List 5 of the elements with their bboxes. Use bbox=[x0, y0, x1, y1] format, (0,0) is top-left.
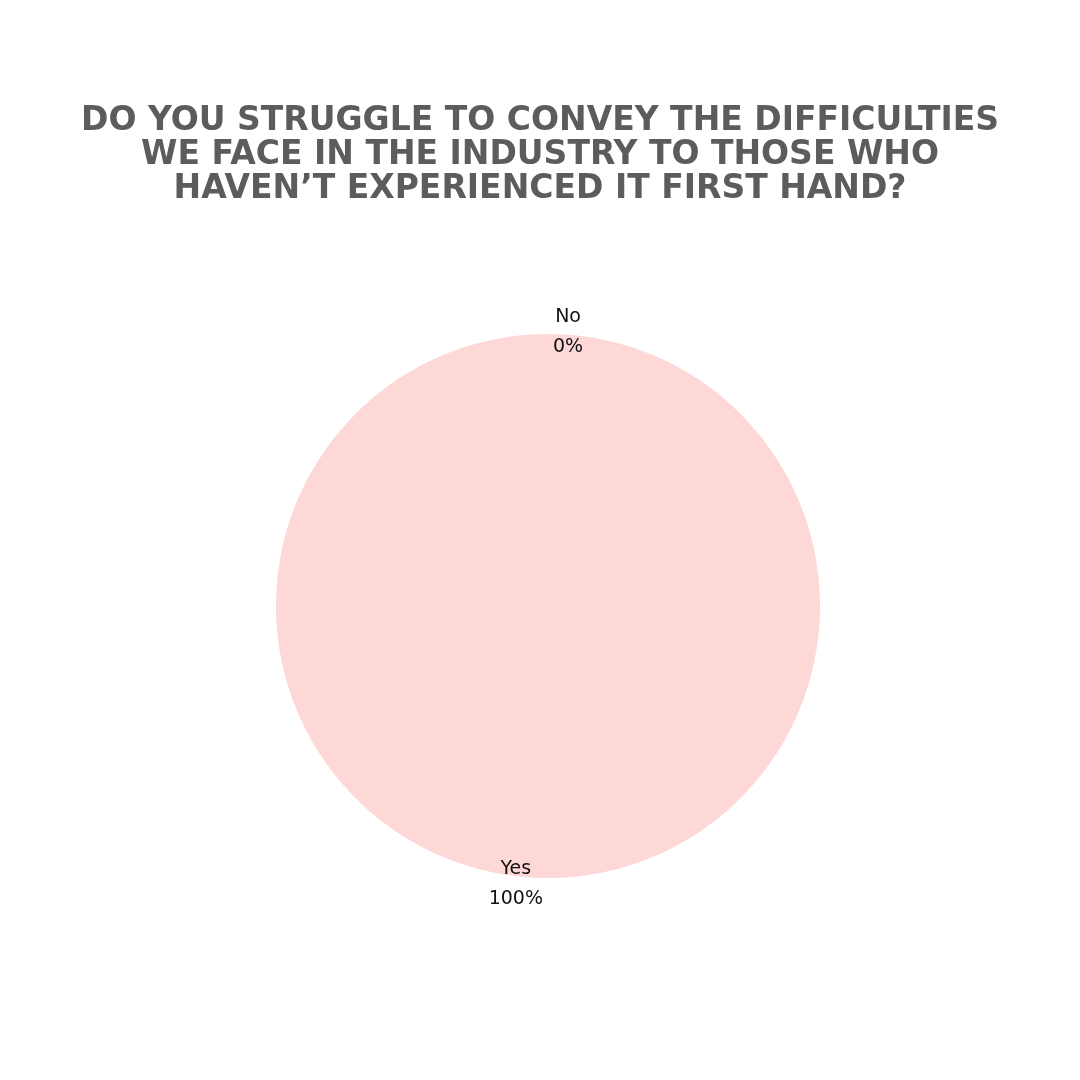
text: 0% bbox=[552, 334, 584, 356]
chart-title: DO YOU STRUGGLE TO CONVEY THE DIFFICULTIES WE FACE IN THE INDUSTRY TO THOSE WHO HAVEN’T EXPERIENCED IT FIRST HAND? bbox=[81, 98, 999, 206]
slice-label: Yes bbox=[499, 856, 532, 878]
category-label: No bbox=[555, 304, 581, 326]
data-label: 100% bbox=[488, 886, 543, 908]
